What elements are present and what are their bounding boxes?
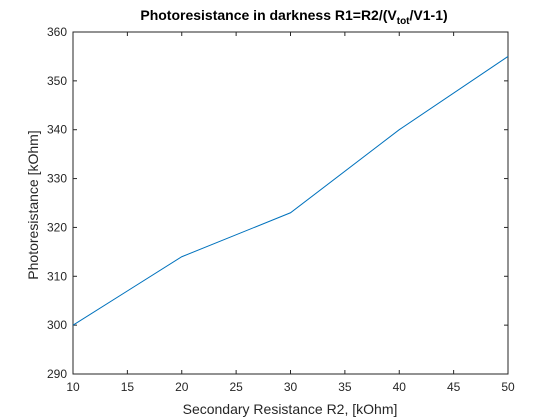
x-tick-label: 40: [393, 380, 407, 394]
series-line: [72, 56, 509, 326]
y-tick-label: 310: [47, 269, 67, 283]
y-tick-label: 330: [47, 172, 67, 186]
plot-area: 10 15 20 25 30 35 40 45 50 290 300 310 320 330 340 350 3…: [47, 25, 515, 394]
chart-title: Photoresistance in darkness R1=R2/(Vtot/…: [140, 7, 447, 27]
x-tick-label: 35: [338, 380, 352, 394]
x-tick-label: 10: [66, 380, 80, 394]
x-axis-label: Secondary Resistance R2, [kOhm]: [183, 401, 398, 417]
chart-title-main: Photoresistance in darkness R1=R2/(V: [140, 7, 397, 23]
y-axis-label: Photoresistance [kOhm]: [25, 130, 41, 279]
x-tick-label: 45: [447, 380, 461, 394]
y-tick-label: 360: [47, 25, 67, 39]
y-tick-label: 340: [47, 123, 67, 137]
chart-title-end: /V1-1): [410, 7, 448, 23]
y-tick-label: 350: [47, 74, 67, 88]
x-tick-label: 15: [121, 380, 135, 394]
x-tick-label: 50: [501, 380, 515, 394]
y-tick-label: 320: [47, 220, 67, 234]
axes-box: [72, 31, 509, 375]
y-tick-label: 290: [47, 367, 67, 381]
x-tick-label: 20: [175, 380, 189, 394]
x-tick-label: 25: [229, 380, 243, 394]
y-tick-label: 300: [47, 318, 67, 332]
x-tick-label: 30: [284, 380, 298, 394]
chart-title-subscript: tot: [397, 16, 410, 27]
